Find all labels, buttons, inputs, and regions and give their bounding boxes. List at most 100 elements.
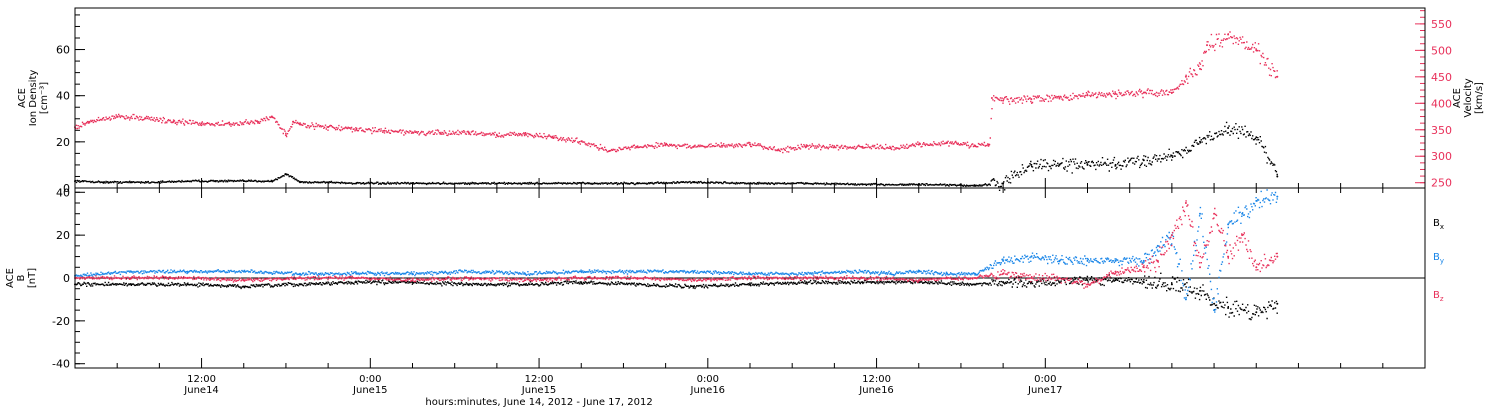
point-density-27 [1086, 163, 1089, 166]
point-Bx-22 [1142, 281, 1145, 284]
series-velocity [74, 31, 1279, 154]
velocity-axis-title: ACE Velocity [km/s] [1452, 78, 1485, 117]
point-velocity-12 [327, 126, 330, 129]
point-By-8 [524, 272, 526, 275]
point-velocity-23 [636, 145, 639, 148]
point-velocity-45 [1184, 75, 1187, 78]
point-Bz-25 [1184, 202, 1187, 204]
point-Bz-14 [861, 277, 864, 279]
point-Bx-9 [580, 281, 583, 284]
point-velocity-19 [524, 133, 526, 135]
ytick-label-40: 40 [56, 90, 70, 103]
point-By-9 [580, 270, 583, 273]
point-Bz-30 [1255, 266, 1258, 269]
point-By-14 [861, 270, 864, 273]
point-density-31 [1199, 140, 1201, 143]
point-velocity-18 [495, 134, 498, 137]
series-By-points [75, 189, 1278, 313]
point-By-33 [1276, 195, 1279, 198]
point-velocity-7 [256, 120, 259, 123]
point-density-34 [1276, 175, 1279, 178]
legend-Bz: Bz [1433, 290, 1444, 303]
legend-Bx: Bx [1433, 218, 1444, 231]
point-By-23 [1114, 259, 1117, 262]
xtick-date-5: June17 [1027, 385, 1063, 396]
ytick-label-400: 400 [1431, 97, 1452, 110]
point-density-33 [1255, 136, 1258, 139]
point-Bz-5 [355, 277, 358, 279]
point-By-13 [805, 272, 808, 275]
point-density-32 [1227, 127, 1230, 129]
legend-label-Bz: Bz [1433, 290, 1444, 303]
point-velocity-26 [720, 144, 723, 147]
field-axis: -40 -20 0 20 40 [52, 186, 85, 371]
xtick-label-1: 0:00 [359, 374, 381, 385]
x-axis-title: hours:minutes, June 14, 2012 - June 17, … [425, 397, 652, 408]
density-axis-title: ACE Ion Density [cm⁻³] [17, 70, 50, 127]
point-density-23 [974, 184, 976, 187]
field-axis-title-line: B [16, 274, 27, 281]
point-Bx-28 [1276, 302, 1279, 305]
point-velocity-5 [200, 122, 203, 125]
point-By-19 [1002, 259, 1005, 262]
point-By-4 [299, 272, 301, 275]
density-axis-title-line: ACE [17, 88, 28, 108]
point-density-3 [158, 181, 161, 184]
point-Bx-12 [749, 283, 751, 286]
point-velocity-4 [172, 120, 175, 123]
point-velocity-21 [580, 140, 583, 143]
point-density-9 [299, 181, 301, 184]
point-By-5 [355, 272, 358, 275]
series-Bx-points [75, 272, 1278, 321]
velocity-axis-title-line: [km/s] [1474, 82, 1485, 114]
point-velocity-10 [292, 120, 294, 123]
point-By-27 [1184, 298, 1187, 301]
point-Bz-20 [1086, 283, 1089, 286]
point-Bz-26 [1199, 266, 1201, 269]
series-Bx [74, 272, 1279, 321]
point-Bz-17 [1002, 272, 1005, 275]
ytick-label-450: 450 [1431, 71, 1452, 84]
point-density-4 [186, 180, 189, 183]
point-Bz-19 [1058, 277, 1061, 279]
ytick-label-0: 0 [63, 272, 70, 285]
point-By-28 [1199, 212, 1201, 215]
legend-label-By: By [1433, 252, 1444, 265]
xtick-label-3: 0:00 [697, 374, 719, 385]
ytick-label--40: -40 [52, 358, 70, 371]
point-By-12 [749, 272, 751, 275]
point-velocity-41 [1086, 94, 1089, 97]
magnetic-field-panel: -40 -20 0 20 40 ACE B [nT] Bx By Bz [5, 186, 1444, 370]
point-density-17 [636, 182, 639, 185]
ytick-label-250: 250 [1431, 177, 1452, 190]
point-By-25 [1156, 244, 1159, 247]
point-density-29 [1142, 159, 1145, 162]
point-density-18 [692, 181, 695, 184]
point-Bx-13 [805, 281, 808, 284]
series-density [74, 121, 1279, 191]
point-Bx-4 [299, 283, 301, 286]
point-Bz-10 [636, 277, 639, 279]
point-Bx-25 [1213, 302, 1216, 305]
density-axis-title-line: Ion Density [28, 70, 39, 127]
point-Bz-1 [130, 277, 133, 279]
point-Bz-28 [1227, 255, 1230, 258]
point-By-17 [945, 272, 948, 275]
ytick-label-40: 40 [56, 186, 70, 199]
xtick-date-1: June15 [352, 385, 388, 396]
point-velocity-48 [1227, 33, 1230, 36]
point-velocity-16 [439, 132, 442, 135]
point-Bx-19 [1058, 281, 1061, 284]
point-velocity-39 [1030, 98, 1033, 101]
point-Bz-13 [805, 277, 808, 279]
ytick-label-350: 350 [1431, 124, 1452, 137]
density-axis: 0 20 40 60 [56, 44, 85, 195]
point-density-15 [524, 182, 526, 185]
point-velocity-42 [1114, 92, 1117, 95]
xtick-label-0: 12:00 [187, 374, 216, 385]
density-panel-frame [74, 7, 1426, 189]
point-velocity-44 [1170, 91, 1173, 94]
point-velocity-14 [383, 129, 386, 132]
point-density-30 [1170, 154, 1173, 157]
